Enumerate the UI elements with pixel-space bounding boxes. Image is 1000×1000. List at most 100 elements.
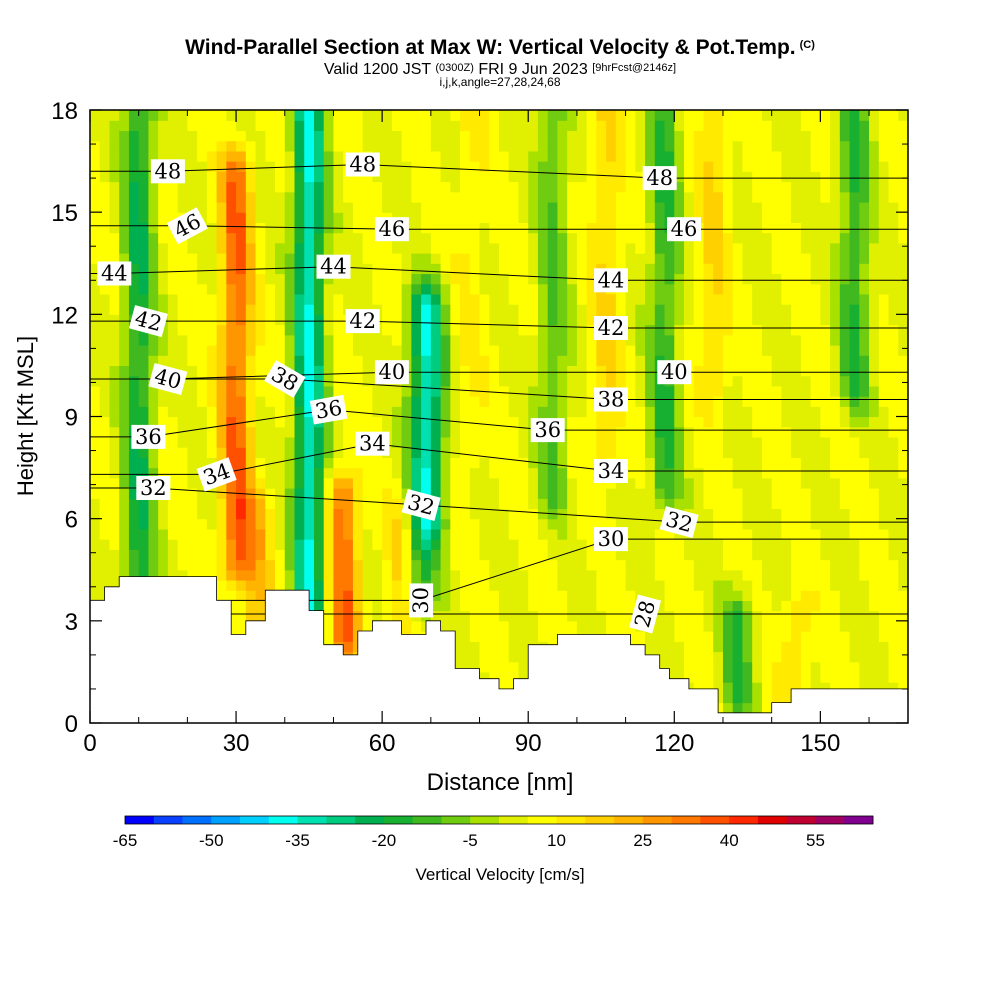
- velocity-cell: [606, 447, 617, 458]
- velocity-cell: [518, 201, 529, 213]
- velocity-cell: [878, 620, 890, 632]
- velocity-cell: [489, 171, 500, 183]
- velocity-cell: [732, 528, 744, 540]
- velocity-cell: [382, 406, 393, 418]
- velocity-cell: [469, 344, 481, 356]
- velocity-cell: [362, 110, 374, 121]
- velocity-cell: [469, 528, 481, 540]
- velocity-cell: [567, 488, 578, 499]
- velocity-cell: [810, 253, 821, 264]
- velocity-cell: [761, 212, 773, 223]
- velocity-cell: [557, 539, 568, 550]
- velocity-cell: [869, 651, 880, 663]
- velocity-cell: [820, 569, 831, 581]
- velocity-cell: [567, 426, 578, 438]
- velocity-cell: [216, 324, 227, 336]
- velocity-cell: [284, 488, 296, 499]
- velocity-cell: [460, 406, 471, 418]
- velocity-cell: [508, 528, 520, 540]
- velocity-cell: [518, 283, 529, 295]
- velocity-cell: [849, 161, 860, 172]
- velocity-cell: [421, 385, 432, 397]
- velocity-cell: [158, 518, 169, 530]
- velocity-cell: [391, 293, 403, 305]
- velocity-cell: [284, 559, 296, 571]
- velocity-cell: [586, 283, 597, 295]
- velocity-cell: [596, 171, 607, 183]
- velocity-cell: [645, 314, 656, 326]
- velocity-cell: [138, 120, 150, 132]
- velocity-cell: [401, 242, 412, 254]
- velocity-cell: [830, 344, 841, 356]
- velocity-cell: [567, 375, 578, 387]
- velocity-cell: [722, 518, 734, 530]
- velocity-cell: [255, 518, 266, 530]
- velocity-cell: [499, 477, 510, 489]
- velocity-cell: [576, 518, 588, 530]
- velocity-cell: [245, 549, 257, 561]
- velocity-cell: [810, 263, 821, 275]
- velocity-cell: [859, 293, 870, 305]
- velocity-cell: [820, 191, 831, 203]
- velocity-cell: [537, 304, 549, 315]
- velocity-cell: [557, 344, 568, 356]
- velocity-cell: [664, 396, 675, 407]
- velocity-cell: [547, 283, 559, 295]
- velocity-cell: [294, 406, 305, 418]
- velocity-cell: [284, 324, 296, 336]
- velocity-cell: [674, 140, 685, 152]
- velocity-cell: [479, 518, 490, 530]
- velocity-cell: [499, 467, 510, 479]
- velocity-cell: [693, 416, 705, 428]
- velocity-cell: [489, 426, 500, 438]
- velocity-cell: [206, 130, 218, 142]
- velocity-cell: [830, 416, 841, 428]
- velocity-cell: [547, 263, 559, 275]
- velocity-cell: [732, 161, 744, 172]
- velocity-cell: [362, 253, 374, 264]
- velocity-cell: [245, 140, 257, 152]
- velocity-cell: [236, 385, 247, 397]
- velocity-cell: [99, 498, 111, 510]
- velocity-cell: [742, 273, 753, 285]
- velocity-cell: [781, 253, 792, 264]
- velocity-cell: [109, 140, 120, 152]
- velocity-cell: [391, 120, 403, 132]
- velocity-cell: [878, 161, 890, 172]
- velocity-cell: [615, 447, 627, 458]
- velocity-cell: [148, 549, 159, 561]
- velocity-cell: [411, 283, 422, 295]
- velocity-cell: [615, 477, 627, 489]
- velocity-cell: [343, 610, 354, 622]
- velocity-cell: [284, 539, 296, 550]
- velocity-cell: [460, 283, 471, 295]
- velocity-cell: [187, 304, 198, 315]
- velocity-cell: [284, 201, 296, 213]
- velocity-cell: [284, 304, 296, 315]
- velocity-cell: [654, 324, 666, 336]
- velocity-cell: [839, 110, 851, 121]
- velocity-cell: [645, 304, 656, 315]
- velocity-cell: [430, 263, 442, 275]
- velocity-cell: [771, 365, 783, 377]
- velocity-cell: [333, 242, 344, 254]
- velocity-cell: [128, 110, 140, 121]
- velocity-cell: [206, 396, 218, 407]
- velocity-cell: [703, 436, 714, 448]
- velocity-cell: [245, 375, 257, 387]
- velocity-cell: [596, 518, 607, 530]
- velocity-cell: [606, 498, 617, 510]
- velocity-cell: [888, 161, 899, 172]
- velocity-cell: [654, 130, 666, 142]
- velocity-cell: [411, 140, 422, 152]
- velocity-cell: [226, 559, 237, 571]
- velocity-cell: [265, 467, 276, 479]
- velocity-cell: [138, 140, 150, 152]
- velocity-cell: [158, 498, 169, 510]
- velocity-cell: [421, 334, 432, 346]
- velocity-cell: [158, 406, 169, 418]
- velocity-cell: [109, 375, 120, 387]
- velocity-cell: [323, 457, 335, 469]
- velocity-cell: [187, 120, 198, 132]
- velocity-cell: [236, 304, 247, 315]
